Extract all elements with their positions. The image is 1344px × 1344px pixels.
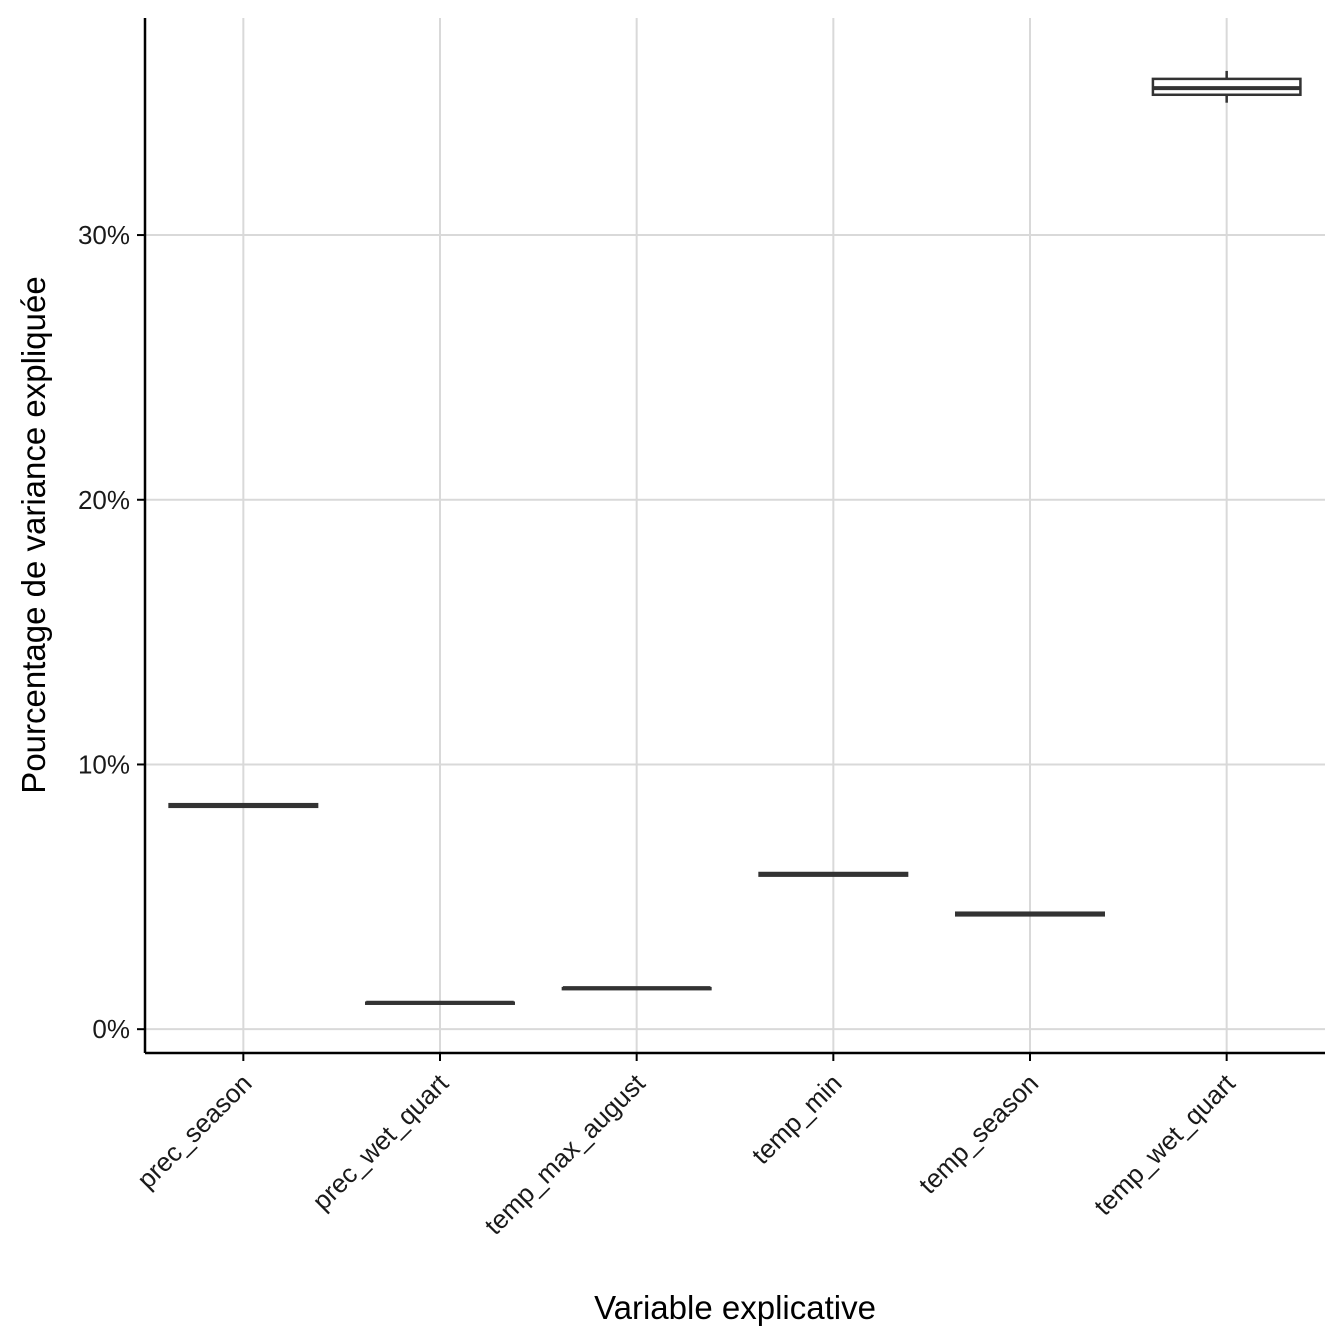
x-axis-title: Variable explicative — [594, 1289, 876, 1326]
box-temp_wet_quart — [1151, 70, 1302, 103]
y-tick-label: 10% — [78, 749, 130, 779]
box-prec_wet_quart — [365, 1000, 515, 1005]
x-tick-label: temp_min — [746, 1068, 848, 1170]
grid-lines — [145, 18, 1325, 1053]
y-tick-label: 0% — [92, 1014, 130, 1044]
x-tick-label: temp_max_august — [478, 1067, 651, 1240]
box-prec_season — [168, 802, 319, 809]
x-tick-label: temp_season — [913, 1068, 1045, 1200]
y-axis-title: Pourcentage de variance expliquée — [15, 276, 52, 793]
y-tick-label: 30% — [78, 220, 130, 250]
x-tick-label: temp_wet_quart — [1088, 1067, 1242, 1221]
y-tick-label: 20% — [78, 485, 130, 515]
box-temp_min — [758, 871, 909, 877]
x-tick-label: prec_season — [131, 1068, 257, 1194]
x-tick-label: prec_wet_quart — [306, 1067, 454, 1215]
axes — [137, 18, 1325, 1061]
tick-labels: 0%10%20%30%prec_season prec_wet_quart temp… — [78, 220, 1241, 1240]
box-temp_max_august — [561, 986, 712, 991]
box-temp_season — [955, 911, 1105, 917]
box-group — [168, 70, 1302, 1005]
